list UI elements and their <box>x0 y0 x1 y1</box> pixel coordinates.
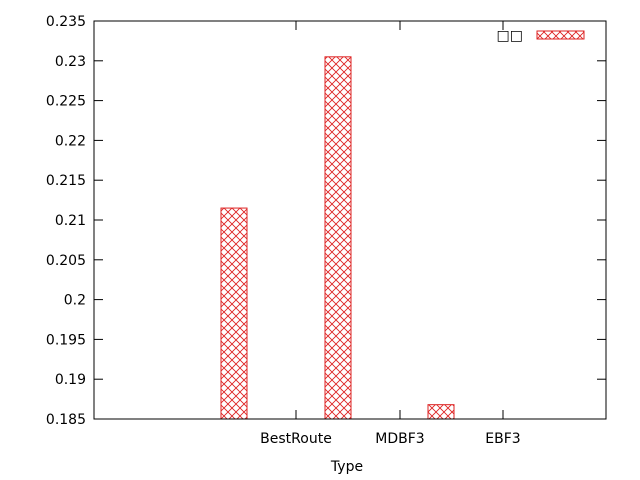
y-tick-label: 0.2 <box>64 293 86 309</box>
bar-ebf3 <box>427 404 455 420</box>
y-tick-label: 0.195 <box>46 332 86 348</box>
bar-mdbf3 <box>324 56 352 420</box>
y-tick-label: 0.23 <box>55 54 86 70</box>
x-axis: BestRoute MDBF3 EBF3 <box>260 21 521 447</box>
x-axis-title: Type <box>330 459 363 475</box>
legend-label: □□ <box>497 28 523 44</box>
y-tick-label: 0.215 <box>46 173 86 189</box>
y-tick-label: 0.185 <box>46 412 86 428</box>
plot-border <box>93 20 607 420</box>
bar-bestroute <box>220 207 248 420</box>
y-tick-label: 0.225 <box>46 94 86 110</box>
legend-swatch <box>536 30 585 40</box>
y-axis: 0.185 0.19 0.195 0.2 0.205 0.21 0.215 0.22 0.225… <box>46 14 606 428</box>
y-tick-label: 0.205 <box>46 253 86 269</box>
bars <box>220 56 455 420</box>
y-tick-label: 0.235 <box>46 14 86 30</box>
x-tick-label: EBF3 <box>485 431 520 447</box>
legend: □□ <box>497 28 585 44</box>
y-tick-label: 0.21 <box>55 213 86 229</box>
x-tick-label: BestRoute <box>260 431 332 447</box>
x-tick-label: MDBF3 <box>375 431 424 447</box>
y-tick-label: 0.22 <box>55 133 86 149</box>
y-tick-label: 0.19 <box>55 372 86 388</box>
